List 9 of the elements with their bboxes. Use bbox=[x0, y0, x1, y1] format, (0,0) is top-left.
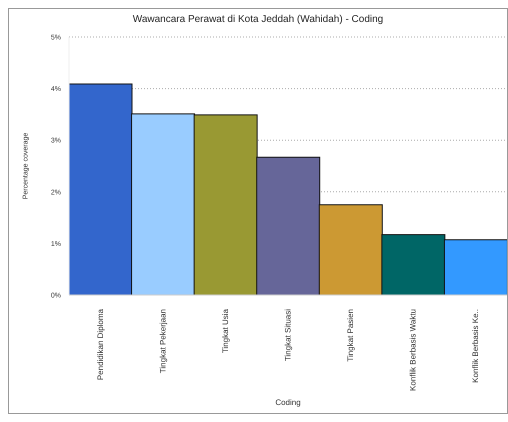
x-tick-label: Konflik Berbasis Ke.. bbox=[471, 309, 480, 383]
x-tick-label: Pendidikan Diploma bbox=[96, 308, 105, 380]
x-tick-label: Tingkat Usia bbox=[220, 308, 230, 354]
x-axis-title: Coding bbox=[275, 398, 301, 407]
chart-title: Wawancara Perawat di Kota Jeddah (Wahidah) - Coding bbox=[132, 14, 384, 25]
x-tick-label: Tingkat Pekerjaan bbox=[158, 309, 168, 374]
x-tick-label: Tingkat Situasi bbox=[284, 308, 292, 362]
x-tick-label: Konflik Berbasis Waktu bbox=[408, 309, 418, 391]
x-tick-label: Tingkat Pasien bbox=[346, 309, 356, 362]
